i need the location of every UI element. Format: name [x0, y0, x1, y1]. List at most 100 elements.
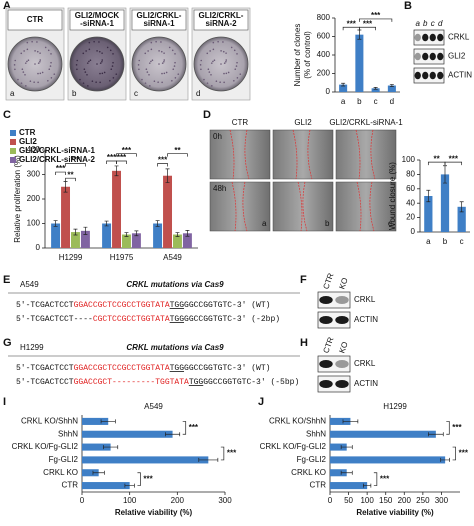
wound-image [272, 129, 334, 180]
seq-seg: GGACCGCT---------TGGTATA [74, 378, 189, 387]
error-bar [73, 228, 78, 236]
legend-label: GLI2/CRKL-siRNA-2 [19, 155, 96, 164]
colony [225, 72, 228, 75]
wound-image [209, 181, 271, 232]
bar [330, 443, 347, 451]
sig-label: *** [371, 11, 381, 20]
bar [61, 186, 71, 248]
colony [23, 50, 25, 52]
blot-band [319, 360, 333, 368]
blot-strip [413, 48, 445, 65]
colony [223, 81, 225, 84]
error-bar [198, 457, 219, 462]
bar [163, 175, 173, 248]
x-tick-label: 150 [379, 496, 393, 505]
seq-line: 5'-TCGACTCCTGGACCGCTCCGCCTGGTATATGGGGCCG… [16, 301, 270, 310]
bar [330, 417, 351, 425]
y-tick-label: 40 [406, 198, 415, 207]
y-tick-label: CRKL KO/ShhN [269, 417, 326, 426]
sig-bracket [444, 161, 463, 166]
blot-band [414, 71, 421, 80]
colony [76, 59, 79, 62]
bar [330, 469, 347, 477]
legend-label: GLI2/CRKL-siRNA-1 [19, 146, 96, 155]
plate-label-box [193, 9, 249, 31]
x-tick-label: 100 [123, 496, 137, 505]
seq-line: 5'-TCGACTCCTGGACCGCTCCGCCTGGTATATGGGGCCG… [16, 364, 270, 373]
error-bar [134, 230, 139, 237]
blot-band [422, 52, 429, 61]
colony [163, 72, 166, 75]
seq-line: 5'-TCGACTCCTGGACCGCT---------TGGTATATGGG… [16, 378, 299, 387]
colony [211, 85, 213, 87]
lane-label: CTR [321, 272, 335, 291]
colony [138, 68, 140, 71]
colony [155, 40, 157, 43]
colony [220, 63, 222, 65]
colony [144, 52, 147, 55]
colony [109, 79, 111, 82]
plate-label-line: GLI2/MOCK [75, 11, 120, 20]
sig-bracket [452, 446, 456, 461]
y-tick-label: 0 [36, 243, 41, 252]
plate-label-line: siRNA-2 [205, 19, 237, 28]
y-tick-label: 800 [317, 13, 331, 22]
x-tick-label: 200 [398, 496, 412, 505]
legend-swatch [10, 157, 16, 163]
error-bar [443, 165, 447, 184]
bar [424, 196, 433, 232]
colony [225, 59, 228, 61]
sig-label: *** [380, 474, 390, 483]
sig-label: ** [174, 146, 181, 155]
colony [219, 81, 221, 83]
colony [208, 71, 211, 73]
plate-label: GLI2/MOCK -siRNA-1 [75, 11, 120, 28]
colony [88, 41, 91, 44]
blot-band [335, 316, 349, 324]
bar [82, 430, 173, 438]
colony [146, 71, 149, 73]
colony [151, 59, 154, 61]
x-tick-label: 100 [360, 496, 374, 505]
colony [206, 52, 209, 55]
wound-edge [356, 181, 375, 232]
sig-label: *** [56, 164, 66, 173]
colony [82, 52, 85, 55]
colony [48, 68, 51, 71]
colony [89, 59, 92, 61]
colony [99, 72, 101, 75]
colony [212, 60, 214, 63]
plate-label-box [69, 9, 125, 31]
colony [84, 71, 87, 73]
blot-label: ACTIN [354, 379, 378, 388]
colony [161, 62, 164, 64]
seq-seg: TGG [170, 315, 185, 324]
colony [98, 50, 101, 53]
colony [79, 78, 81, 81]
y-tick-label: 600 [317, 32, 331, 41]
colony [172, 68, 175, 71]
seq-seg: CGCTCCGCCTGGTATA [93, 315, 170, 324]
blot-band [414, 52, 421, 61]
colony [76, 68, 78, 71]
panel-letter: D [203, 109, 211, 121]
colony [111, 65, 114, 67]
sig-bracket [65, 177, 76, 182]
colony [34, 63, 36, 65]
colony [215, 80, 218, 82]
x-tick-label: c [460, 237, 464, 246]
plate-label: GLI2/CRKL-siRNA-1 [137, 11, 182, 28]
error-bar [389, 84, 394, 87]
sig-label: *** [459, 449, 469, 458]
blot-strip [413, 67, 445, 84]
seq-seg: TGG [170, 301, 185, 310]
sig-bracket [116, 153, 137, 157]
colony [13, 64, 16, 66]
colony [115, 73, 118, 75]
x-tick-label: 50 [344, 496, 353, 505]
colony [88, 48, 91, 51]
colony [36, 50, 39, 53]
colony [233, 79, 235, 82]
y-tick-label: 400 [317, 50, 331, 59]
sig-bracket [446, 421, 450, 435]
